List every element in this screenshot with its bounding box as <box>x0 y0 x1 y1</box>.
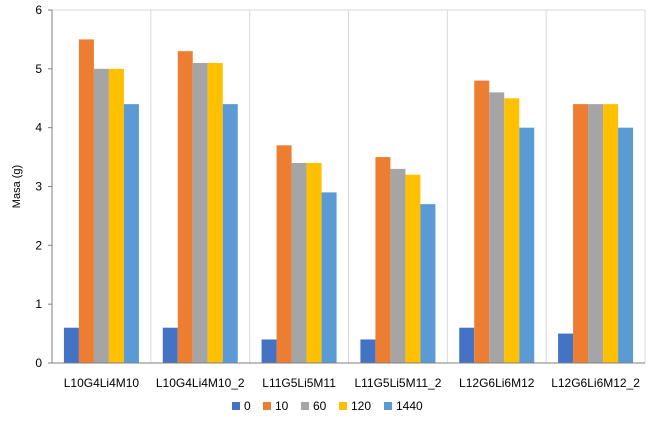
bar <box>162 327 178 363</box>
bar <box>489 92 505 363</box>
category-gridlines <box>52 9 646 363</box>
bar <box>108 68 124 363</box>
bar <box>192 62 208 363</box>
x-category-label: L10G4Li4M10 <box>64 376 140 390</box>
legend-label: 1440 <box>396 399 423 413</box>
x-category-label: L12G6Li6M12_2 <box>551 376 640 390</box>
axes <box>48 9 645 364</box>
bar <box>405 174 421 363</box>
legend-label: 10 <box>275 399 289 413</box>
y-tick-label: 2 <box>35 238 42 252</box>
bar <box>63 327 79 363</box>
bar <box>459 327 475 363</box>
x-category-label: L11G5Li5M11 <box>262 376 336 390</box>
bar <box>474 80 490 363</box>
bar <box>177 51 193 363</box>
bar <box>603 104 619 363</box>
bar <box>78 39 94 364</box>
bar <box>504 98 520 363</box>
y-tick-label: 1 <box>35 297 42 311</box>
bar <box>291 162 307 363</box>
bar <box>588 104 604 363</box>
bar <box>306 162 322 363</box>
bar <box>321 192 337 363</box>
bar <box>618 127 634 364</box>
bar <box>519 127 535 364</box>
y-tick-label: 6 <box>35 3 42 17</box>
bar <box>207 62 223 363</box>
legend-swatch <box>339 402 347 410</box>
legend-swatch <box>384 402 392 410</box>
bar <box>123 104 139 363</box>
bars <box>63 39 634 364</box>
legend-label: 120 <box>351 399 371 413</box>
bar <box>558 333 574 363</box>
y-tick-label: 3 <box>35 180 42 194</box>
bar <box>222 104 238 363</box>
x-category-label: L10G4Li4M10_2 <box>156 376 245 390</box>
bar <box>390 168 406 363</box>
x-category-label: L11G5Li5M11_2 <box>354 376 441 390</box>
legend-label: 0 <box>244 399 251 413</box>
legend-label: 60 <box>313 399 327 413</box>
y-axis-label: Masa (g) <box>11 165 23 208</box>
legend-swatch <box>301 402 309 410</box>
bar <box>375 157 391 363</box>
legend: 0 10 60 120 1440 <box>232 399 423 413</box>
legend-swatch <box>232 402 240 410</box>
bar <box>276 145 292 363</box>
y-tick-labels: 0 1 2 3 4 5 6 <box>35 3 42 370</box>
legend-swatch <box>263 402 271 410</box>
y-tick-label: 5 <box>35 62 42 76</box>
bar <box>261 339 277 363</box>
bar <box>420 204 436 363</box>
y-tick-label: 4 <box>35 121 42 135</box>
bar <box>93 68 109 363</box>
bar <box>573 104 589 363</box>
bar <box>360 339 376 363</box>
x-category-label: L12G6Li6M12 <box>459 376 535 390</box>
x-category-labels: L10G4Li4M10 L10G4Li4M10_2 L11G5Li5M11 L11G5… <box>64 376 641 390</box>
y-tick-label: 0 <box>35 356 42 370</box>
